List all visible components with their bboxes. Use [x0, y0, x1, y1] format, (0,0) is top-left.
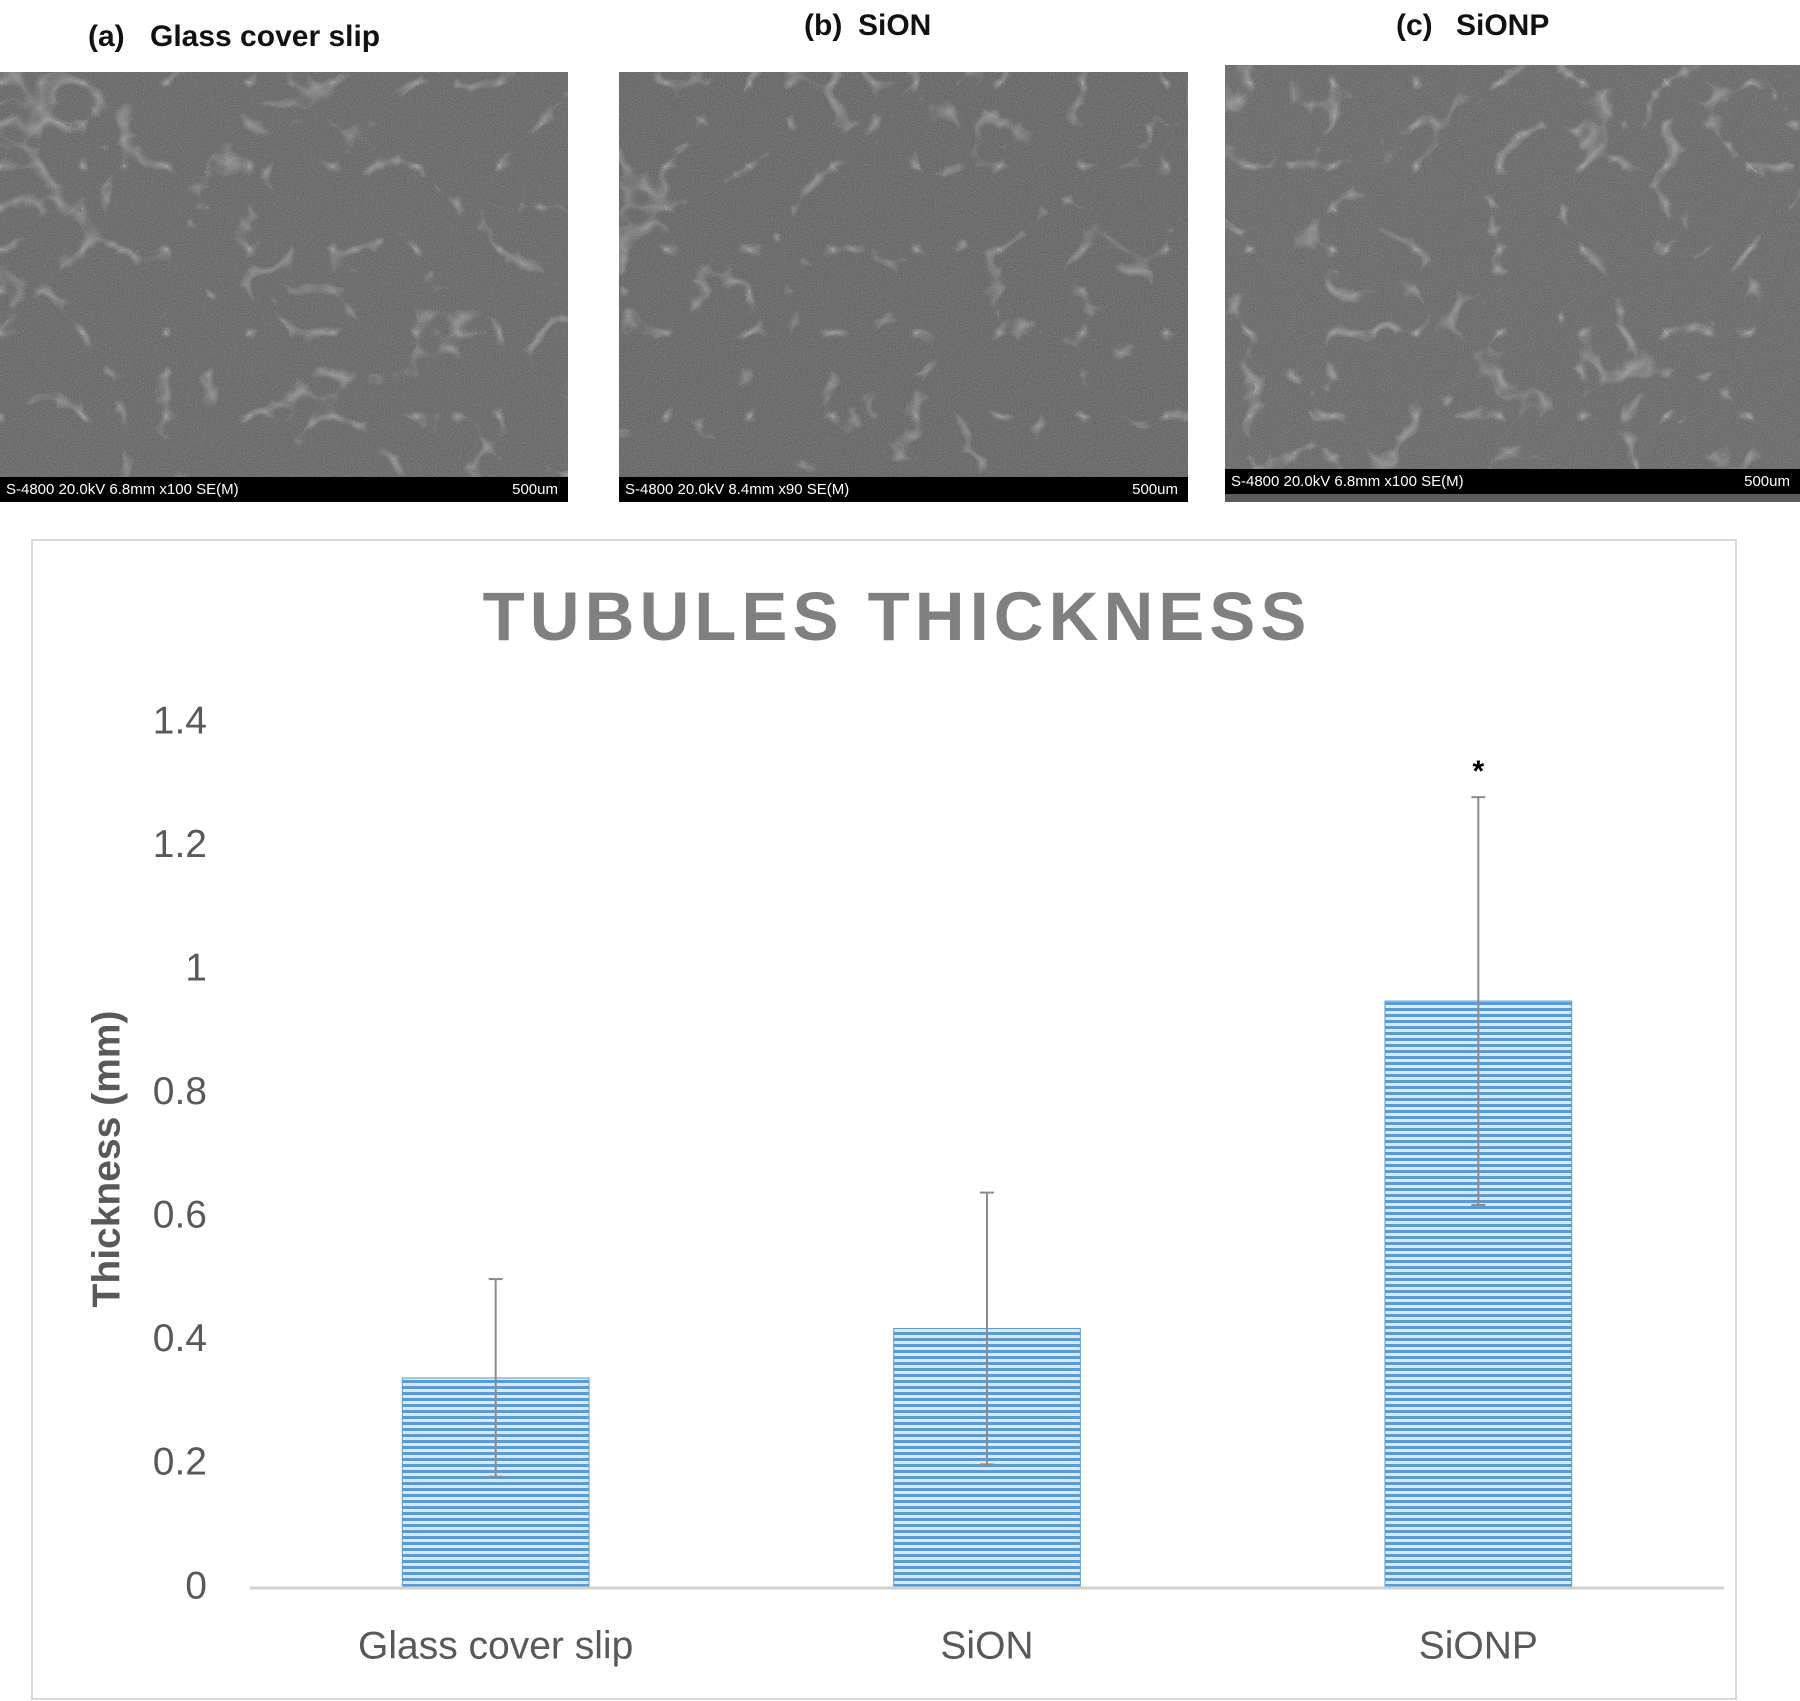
panel-title: SiON	[858, 9, 931, 42]
sem-panel: (c) SiONP S-4800 20.0kV 6.8mm x100 SE(M)…	[1225, 9, 1800, 502]
info-bar	[619, 477, 1188, 502]
sem-noise	[0, 72, 568, 477]
panel-title: Glass cover slip	[150, 20, 380, 53]
sem-panel: (a) Glass cover slip S-4800 20.0kV 6.8mm…	[0, 20, 568, 502]
y-tick-label: 0	[185, 1564, 207, 1607]
chart-title: TUBULES THICKNESS	[483, 578, 1312, 655]
panel-label: (a)	[88, 20, 125, 53]
y-tick-label: 0.4	[153, 1317, 207, 1360]
plot: 0 0.2 0.4 0.6 0.8 1 1.2 1.4 Glass cover slip SiON…	[153, 699, 1724, 1667]
scale-text: 500um	[512, 481, 558, 498]
info-bar	[0, 477, 568, 502]
x-tick-label: SiON	[940, 1624, 1033, 1667]
info-bar	[1225, 469, 1800, 494]
info-text: S-4800 20.0kV 6.8mm x100 SE(M)	[1231, 473, 1464, 490]
y-tick-label: 0.8	[153, 1070, 207, 1113]
sem-panel: (b) SiON S-4800 20.0kV 8.4mm x90 SE(M) 5…	[619, 9, 1188, 502]
y-axis-label: Thickness (mm)	[85, 1011, 128, 1308]
x-tick-label: SiONP	[1419, 1624, 1538, 1667]
y-tick-label: 1	[185, 946, 207, 989]
x-tick-label: Glass cover slip	[358, 1624, 633, 1667]
y-tick-label: 0.2	[153, 1441, 207, 1484]
scale-text: 500um	[1744, 473, 1790, 490]
annotation: *	[1472, 755, 1484, 788]
sem-noise	[1225, 65, 1800, 469]
scale-text: 500um	[1132, 481, 1178, 498]
panel-label: (c)	[1396, 9, 1433, 42]
sem-noise	[619, 72, 1188, 477]
y-tick-label: 1.2	[153, 823, 207, 866]
info-text: S-4800 20.0kV 6.8mm x100 SE(M)	[6, 481, 239, 498]
info-text: S-4800 20.0kV 8.4mm x90 SE(M)	[625, 481, 849, 498]
y-tick-label: 1.4	[153, 699, 207, 742]
panel-label: (b)	[804, 9, 842, 42]
y-tick-label: 0.6	[153, 1194, 207, 1237]
panel-title: SiONP	[1456, 9, 1549, 42]
